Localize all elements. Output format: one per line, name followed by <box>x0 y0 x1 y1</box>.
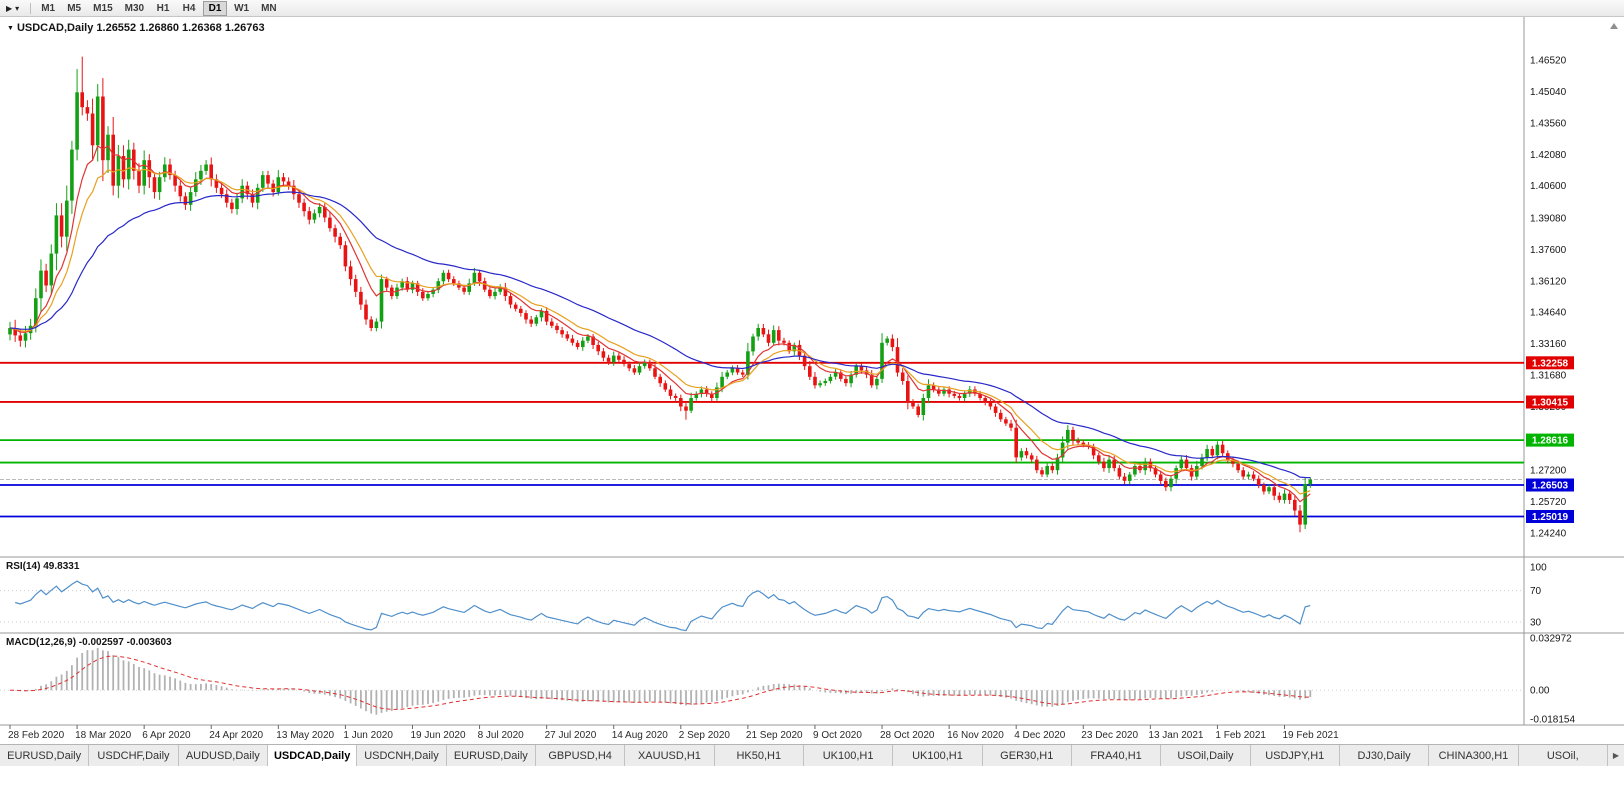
chart-tab-16-china300-h1[interactable]: CHINA300,H1 <box>1429 745 1519 766</box>
macd-pane: 0.032972 0.00 -0.018154 <box>0 634 1575 725</box>
chart-svg[interactable]: 100 70 30 0.032972 0.00 -0.018154 1.46520 1.450… <box>0 17 1624 744</box>
chart-tab-6-gbpusd-h4[interactable]: GBPUSD,H4 <box>535 745 626 766</box>
svg-text:100: 100 <box>1530 563 1547 574</box>
timeframe-button-h4[interactable]: H4 <box>182 2 196 14</box>
svg-text:1.31680: 1.31680 <box>1530 371 1567 382</box>
svg-text:1.36120: 1.36120 <box>1530 276 1567 287</box>
svg-text:0.032972: 0.032972 <box>1530 634 1572 645</box>
svg-text:1.33160: 1.33160 <box>1530 339 1567 350</box>
timeframe-button-mn[interactable]: MN <box>261 2 277 14</box>
svg-text:1.25019: 1.25019 <box>1532 512 1569 523</box>
chart-tab-11-ger30-h1[interactable]: GER30,H1 <box>982 745 1072 766</box>
top-toolbar: ▶ ▾ M1 M5 M15 M30 H1 H4 D1 W1 MN <box>0 0 1624 17</box>
chart-tab-9-uk100-h1[interactable]: UK100,H1 <box>803 745 894 766</box>
svg-text:8 Jul 2020: 8 Jul 2020 <box>478 730 525 741</box>
svg-text:1.46520: 1.46520 <box>1530 56 1567 67</box>
svg-text:1.32258: 1.32258 <box>1532 358 1569 369</box>
svg-text:13 Jan 2021: 13 Jan 2021 <box>1148 730 1203 741</box>
toolbar-dropdown-caret-icon[interactable]: ▾ <box>15 3 20 13</box>
chart-window[interactable]: 100 70 30 0.032972 0.00 -0.018154 1.46520 1.450… <box>0 17 1624 744</box>
svg-text:30: 30 <box>1530 618 1542 629</box>
price-axis[interactable]: 1.46520 1.45040 1.43560 1.42080 1.40600 1.390… <box>1526 56 1574 540</box>
chart-tab-5-eurusd-daily[interactable]: EURUSD,Daily <box>446 745 536 766</box>
chart-tab-1-usdchf-daily[interactable]: USDCHF,Daily <box>89 745 179 766</box>
svg-text:-0.018154: -0.018154 <box>1530 714 1575 725</box>
svg-text:70: 70 <box>1530 586 1542 597</box>
chart-cursor-icon[interactable]: ▶ <box>6 3 13 13</box>
chart-tab-8-hk50-h1[interactable]: HK50,H1 <box>714 745 804 766</box>
svg-text:1.43560: 1.43560 <box>1530 118 1567 129</box>
svg-text:28 Feb 2020: 28 Feb 2020 <box>8 730 65 741</box>
chart-tab-7-xauusd-h1[interactable]: XAUUSD,H1 <box>625 745 715 766</box>
chart-tab-bar: EURUSD,Daily USDCHF,Daily AUDUSD,Daily USDC… <box>0 744 1624 766</box>
timeframe-button-m1[interactable]: M1 <box>41 2 56 14</box>
svg-text:1.40600: 1.40600 <box>1530 181 1567 192</box>
rsi-pane: 100 70 30 <box>0 563 1547 632</box>
svg-text:9 Oct 2020: 9 Oct 2020 <box>813 730 862 741</box>
svg-text:19 Feb 2021: 19 Feb 2021 <box>1283 730 1340 741</box>
tab-scroll-right-icon[interactable]: ▶ <box>1607 745 1624 766</box>
timeframe-button-m15[interactable]: M15 <box>93 2 113 14</box>
svg-text:1.45040: 1.45040 <box>1530 87 1567 98</box>
chart-tab-15-dj30-daily[interactable]: DJ30,Daily <box>1339 745 1430 766</box>
pane-separators <box>0 17 1624 726</box>
date-axis[interactable]: 28 Feb 2020 18 Mar 2020 6 Apr 2020 24 Apr 2… <box>8 725 1339 741</box>
toolbar-icon-group: ▶ ▾ <box>0 4 25 13</box>
chart-tab-3-usdcad-daily[interactable]: USDCAD,Daily <box>267 745 358 766</box>
svg-text:1 Jun 2020: 1 Jun 2020 <box>343 730 393 741</box>
chart-tab-10-uk100-h1[interactable]: UK100,H1 <box>893 745 983 766</box>
chart-tab-13-usoil-daily[interactable]: USOil,Daily <box>1161 745 1251 766</box>
svg-text:1.24240: 1.24240 <box>1530 529 1567 540</box>
timeframe-button-m5[interactable]: M5 <box>67 2 82 14</box>
svg-text:1.37600: 1.37600 <box>1530 245 1567 256</box>
timeframe-button-w1[interactable]: W1 <box>234 2 250 14</box>
ma-lines-layer <box>9 145 1311 503</box>
chart-tab-4-usdcnh-daily[interactable]: USDCNH,Daily <box>357 745 447 766</box>
scroll-up-icon[interactable] <box>1610 23 1618 29</box>
timeframe-button-m30[interactable]: M30 <box>124 2 145 14</box>
svg-text:28 Oct 2020: 28 Oct 2020 <box>880 730 935 741</box>
svg-text:1.42080: 1.42080 <box>1530 150 1567 161</box>
svg-text:18 Mar 2020: 18 Mar 2020 <box>75 730 132 741</box>
svg-text:1 Feb 2021: 1 Feb 2021 <box>1215 730 1266 741</box>
svg-text:14 Aug 2020: 14 Aug 2020 <box>612 730 669 741</box>
chart-tab-17-usoil[interactable]: USOil, <box>1518 745 1608 766</box>
chart-tab-0-eurusd-daily[interactable]: EURUSD,Daily <box>0 745 90 766</box>
svg-text:21 Sep 2020: 21 Sep 2020 <box>746 730 803 741</box>
svg-text:6 Apr 2020: 6 Apr 2020 <box>142 730 191 741</box>
svg-text:13 May 2020: 13 May 2020 <box>276 730 334 741</box>
timeframe-buttons: M1 M5 M15 M30 H1 H4 D1 W1 MN <box>36 0 281 16</box>
horizontal-lines-layer <box>0 361 1524 518</box>
svg-text:16 Nov 2020: 16 Nov 2020 <box>947 730 1004 741</box>
svg-text:1.28616: 1.28616 <box>1532 436 1569 447</box>
chart-tab-2-audusd-daily[interactable]: AUDUSD,Daily <box>178 745 268 766</box>
toolbar-separator <box>30 2 32 14</box>
svg-text:1.25720: 1.25720 <box>1530 497 1567 508</box>
timeframe-button-h1[interactable]: H1 <box>156 2 170 14</box>
svg-text:1.26503: 1.26503 <box>1532 481 1569 492</box>
svg-text:1.30415: 1.30415 <box>1532 398 1569 409</box>
svg-text:2 Sep 2020: 2 Sep 2020 <box>679 730 731 741</box>
svg-text:4 Dec 2020: 4 Dec 2020 <box>1014 730 1066 741</box>
chart-tab-12-fra40-h1[interactable]: FRA40,H1 <box>1071 745 1162 766</box>
timeframe-button-d1[interactable]: D1 <box>203 0 228 16</box>
svg-text:1.34640: 1.34640 <box>1530 308 1567 319</box>
svg-text:27 Jul 2020: 27 Jul 2020 <box>545 730 597 741</box>
svg-text:23 Dec 2020: 23 Dec 2020 <box>1081 730 1138 741</box>
svg-text:24 Apr 2020: 24 Apr 2020 <box>209 730 263 741</box>
svg-text:19 Jun 2020: 19 Jun 2020 <box>411 730 466 741</box>
svg-text:1.27200: 1.27200 <box>1530 466 1567 477</box>
svg-text:1.39080: 1.39080 <box>1530 214 1567 225</box>
chart-tab-14-usdjpy-h1[interactable]: USDJPY,H1 <box>1250 745 1340 766</box>
svg-text:0.00: 0.00 <box>1530 686 1550 697</box>
